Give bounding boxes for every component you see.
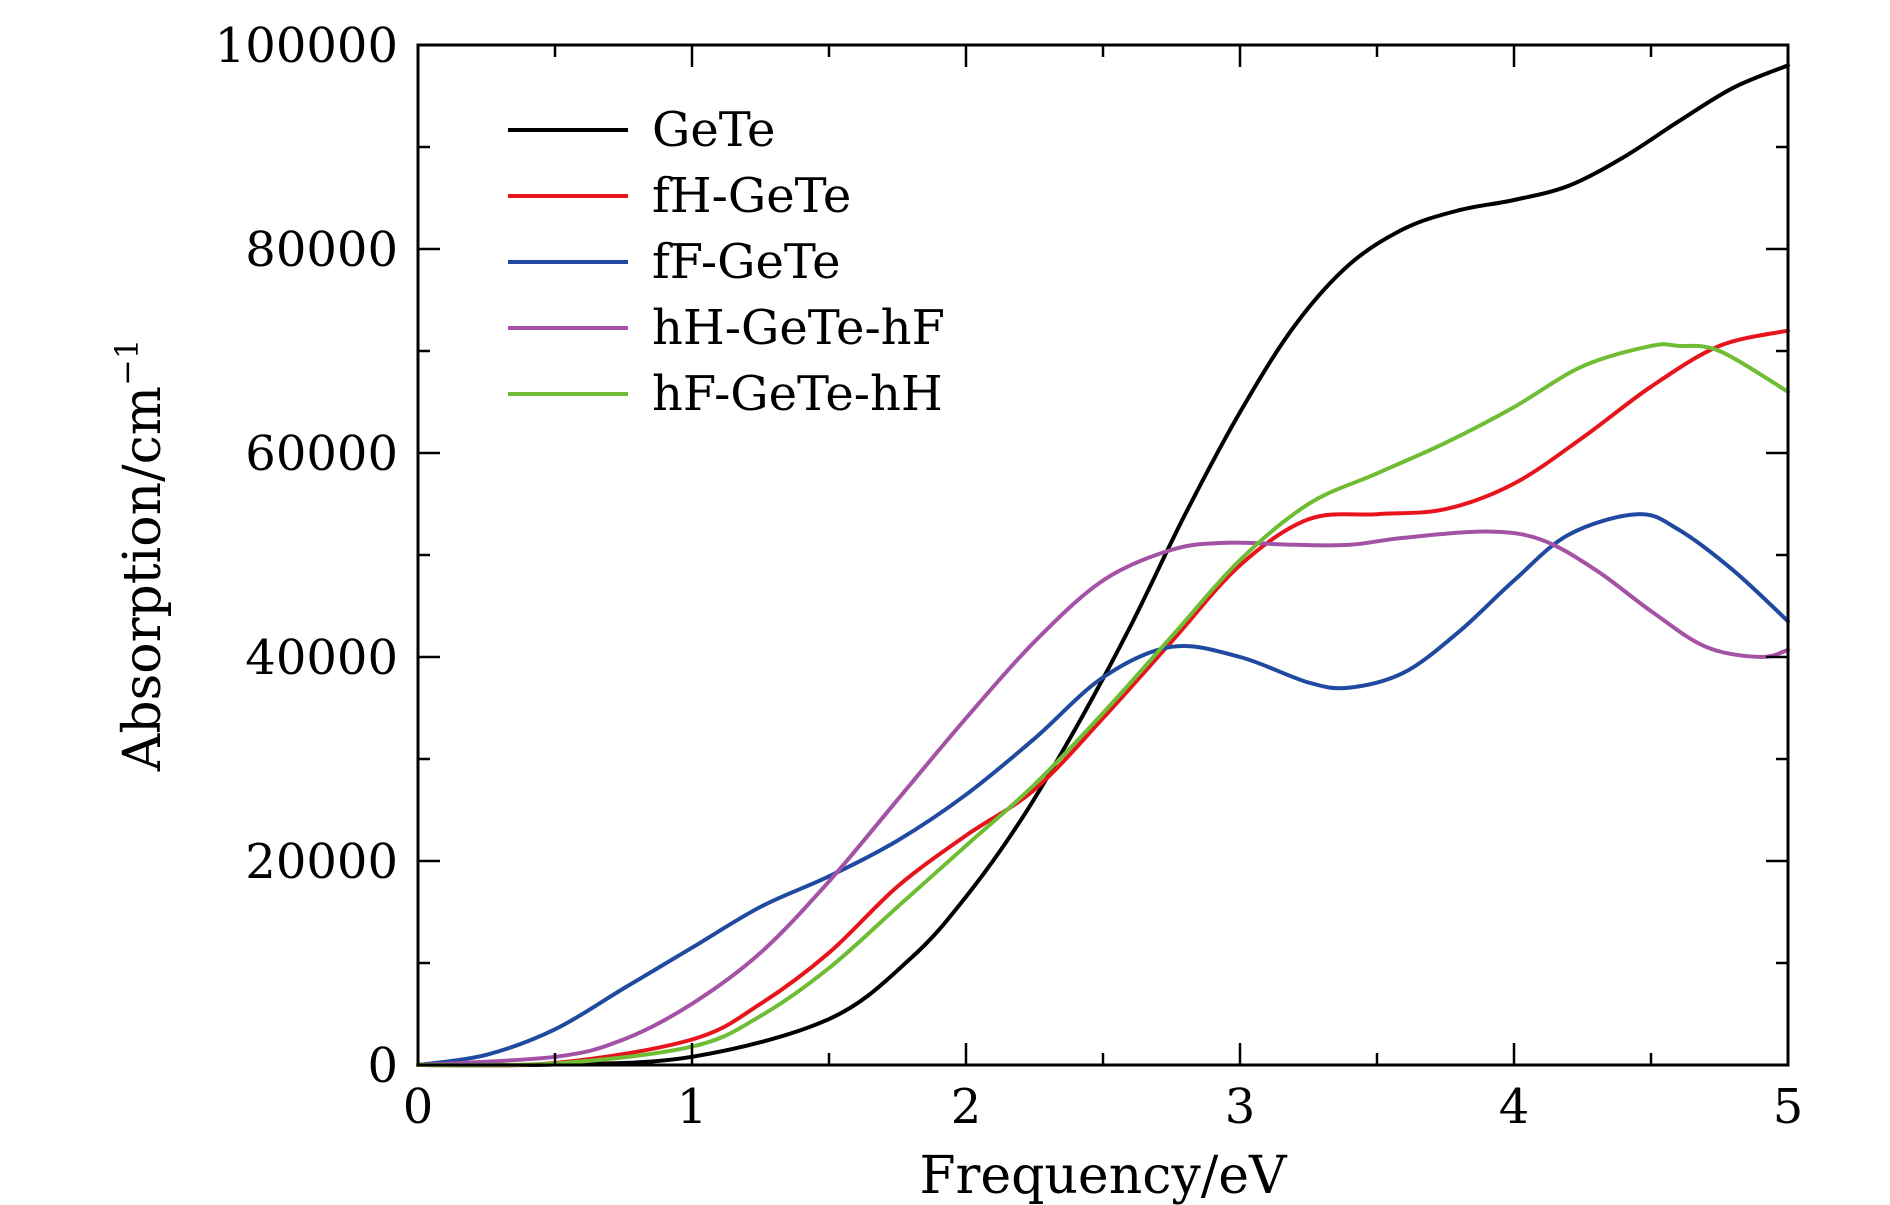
y-tick-label: 20000 [245, 834, 398, 890]
series-line-hh-gete-hf [416, 529, 1790, 1067]
y-axis-title-superscript: −1 [108, 339, 146, 386]
x-tick-label: 4 [1499, 1079, 1530, 1135]
y-tick-label: 80000 [245, 222, 398, 278]
legend-label-gete: GeTe [652, 102, 775, 158]
y-axis-title-main: Absorption/cm [113, 386, 173, 772]
x-axis-title: Frequency/eV [919, 1146, 1288, 1205]
tick-labels: 0 1 2 3 4 5 0 20000 40000 60000 80000 100000 [215, 18, 1804, 1135]
y-tick-label: 100000 [215, 18, 398, 74]
y-tick-label: 0 [367, 1038, 398, 1094]
legend: GeTe fH-GeTe fF-GeTe hH-GeTe-hF hF-GeTe-hH [508, 102, 945, 422]
series-line-gete [416, 63, 1790, 1068]
x-tick-label: 3 [1225, 1079, 1256, 1135]
x-tick-label: 1 [677, 1079, 708, 1135]
axis-ticks [416, 43, 1790, 1067]
y-tick-label: 40000 [245, 630, 398, 686]
x-tick-label: 5 [1773, 1079, 1804, 1135]
legend-label-hh-gete-hf: hH-GeTe-hF [652, 300, 945, 356]
y-tick-label: 60000 [245, 426, 398, 482]
series-line-fh-gete [416, 328, 1790, 1068]
series-line-ff-gete [416, 512, 1790, 1067]
legend-label-hf-gete-hh: hF-GeTe-hH [652, 366, 943, 422]
series-line-hf-gete-hh [416, 342, 1790, 1068]
x-tick-label: 0 [403, 1079, 434, 1135]
x-tick-label: 2 [951, 1079, 982, 1135]
legend-label-fh-gete: fH-GeTe [652, 168, 851, 224]
curves-layer [416, 63, 1790, 1068]
legend-label-ff-gete: fF-GeTe [652, 234, 841, 290]
y-axis-title: Absorption/cm−1 [108, 339, 173, 772]
